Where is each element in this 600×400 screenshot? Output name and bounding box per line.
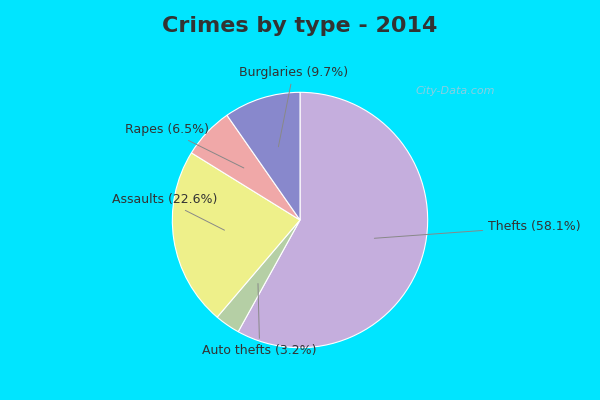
Wedge shape bbox=[238, 92, 428, 348]
Wedge shape bbox=[227, 92, 300, 220]
Text: Rapes (6.5%): Rapes (6.5%) bbox=[125, 124, 244, 168]
Wedge shape bbox=[217, 220, 300, 332]
Text: Burglaries (9.7%): Burglaries (9.7%) bbox=[239, 66, 348, 147]
Wedge shape bbox=[191, 115, 300, 220]
Wedge shape bbox=[172, 153, 300, 317]
Text: Assaults (22.6%): Assaults (22.6%) bbox=[112, 193, 224, 230]
Text: Crimes by type - 2014: Crimes by type - 2014 bbox=[163, 16, 437, 36]
Text: City-Data.com: City-Data.com bbox=[415, 86, 495, 96]
Text: Thefts (58.1%): Thefts (58.1%) bbox=[374, 220, 581, 238]
Text: Auto thefts (3.2%): Auto thefts (3.2%) bbox=[202, 284, 317, 357]
